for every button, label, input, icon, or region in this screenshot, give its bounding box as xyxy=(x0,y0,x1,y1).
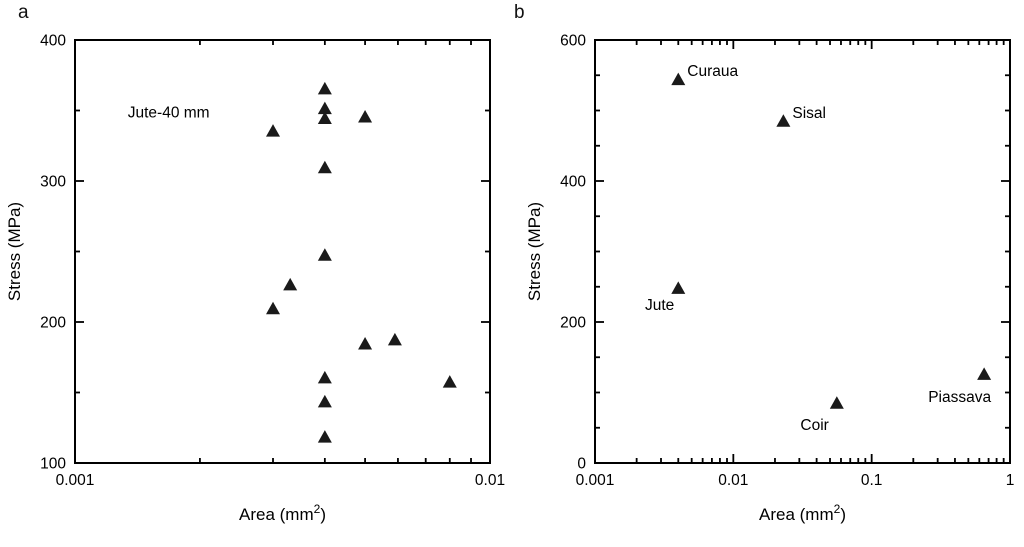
data-point-marker xyxy=(317,394,332,408)
x-tick-label: 0.1 xyxy=(861,472,883,489)
data-point-marker xyxy=(358,337,373,350)
x-axis-label: Area (mm2) xyxy=(239,502,326,524)
annotation: Jute-40 mm xyxy=(128,105,210,122)
data-point-marker xyxy=(266,301,281,315)
panel-a-letter: a xyxy=(18,2,29,23)
data-point-marker xyxy=(317,248,332,261)
x-tick-label: 0.01 xyxy=(475,472,505,489)
y-tick-label: 300 xyxy=(40,174,66,191)
x-tick-label: 0.001 xyxy=(576,472,615,489)
x-tick-label: 0.001 xyxy=(56,472,95,489)
data-point-marker xyxy=(671,72,686,86)
y-axis-label: Stress (MPa) xyxy=(525,202,544,301)
x-axis-label: Area (mm2) xyxy=(759,502,846,524)
data-point-marker xyxy=(317,370,332,384)
x-tick-label: 0.01 xyxy=(718,472,748,489)
y-tick-label: 0 xyxy=(577,456,586,473)
data-point-marker xyxy=(358,110,373,123)
point-label: Jute xyxy=(645,297,674,314)
panel-a: 0.001 0.01 100 200 300 400 Area (mm2) Stress (M… xyxy=(5,33,505,525)
y-tick-label: 100 xyxy=(40,456,66,473)
data-point-marker xyxy=(387,332,402,346)
data-point-marker xyxy=(317,81,332,95)
y-axis-label: Stress (MPa) xyxy=(5,202,24,301)
y-tick-label: 600 xyxy=(560,33,586,50)
data-point-marker xyxy=(317,160,332,174)
data-point-marker xyxy=(776,114,791,127)
y-tick-label: 400 xyxy=(40,33,66,50)
data-point-marker xyxy=(671,281,686,294)
data-point-marker xyxy=(317,101,332,115)
point-label: Sisal xyxy=(792,105,826,122)
data-point-marker xyxy=(266,124,281,137)
panel-b-letter: b xyxy=(514,2,525,23)
data-point-marker xyxy=(283,277,298,291)
plot-box xyxy=(74,39,491,464)
data-point-marker xyxy=(317,111,332,124)
y-tick-label: 200 xyxy=(40,315,66,332)
point-label: Curaua xyxy=(687,63,738,80)
point-label: Coir xyxy=(800,417,828,434)
data-point-marker xyxy=(829,396,844,409)
x-tick-label: 1 xyxy=(1006,472,1015,489)
data-point-marker xyxy=(977,367,992,380)
data-point-marker xyxy=(442,375,457,388)
y-tick-label: 200 xyxy=(560,315,586,332)
data-point-marker xyxy=(317,430,332,443)
panel-b: 0.001 0.01 0.1 1 0 200 400 600 Area (mm2) Stress … xyxy=(525,33,1014,525)
y-tick-label: 400 xyxy=(560,174,586,191)
point-label: Piassava xyxy=(928,389,991,406)
